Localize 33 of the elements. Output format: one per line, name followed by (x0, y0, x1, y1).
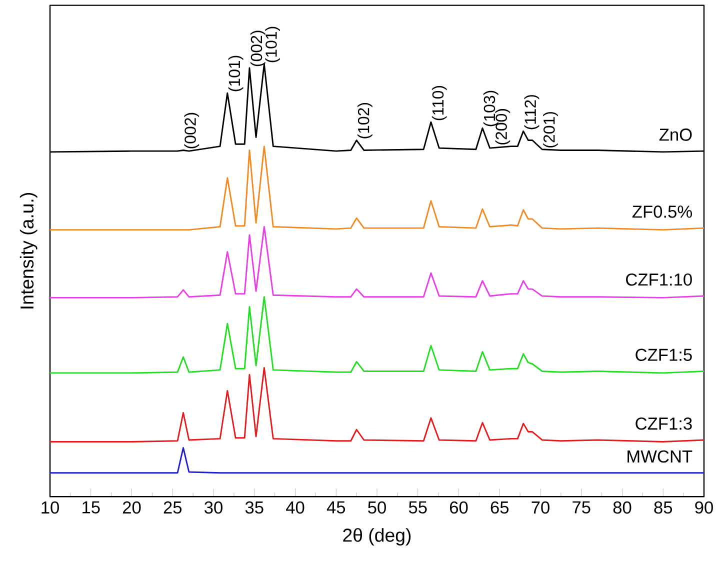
series-label: CZF1:5 (636, 348, 692, 361)
x-tick-label: 50 (368, 501, 386, 514)
x-tick-label: 55 (408, 501, 427, 514)
x-axis-title: 2θ (deg) (343, 528, 411, 546)
y-axis-title: Intensity (a.u.) (20, 193, 38, 308)
x-tick-label: 45 (326, 501, 346, 514)
x-tick-label: 35 (245, 501, 264, 514)
x-tick-label: 60 (450, 501, 468, 514)
annotation: (102) (358, 102, 372, 138)
annotation: (002) (184, 112, 200, 148)
x-tick-label: 65 (490, 501, 509, 514)
x-tick-label: 30 (204, 501, 222, 514)
x-tick-label: 80 (613, 501, 632, 514)
x-tick-label: 85 (654, 501, 672, 514)
x-tick-label: 15 (82, 501, 100, 514)
x-tick-label: 90 (695, 501, 713, 514)
annotation: (112) (524, 95, 540, 130)
x-tick-label: 70 (532, 501, 550, 514)
annotation: (101) (265, 26, 280, 62)
series-label: CZF1:3 (636, 417, 692, 430)
x-tick-label: 25 (164, 501, 182, 514)
x-tick-label: 75 (572, 501, 590, 514)
x-tick-label: 20 (122, 501, 141, 514)
x-tick-label: 40 (286, 501, 304, 514)
series-label: CZF1:10 (626, 273, 692, 286)
annotation: (110) (432, 86, 447, 120)
series-label: MWCNT (628, 450, 692, 463)
series-label: ZnO (659, 128, 692, 141)
annotation: (201) (543, 112, 558, 148)
x-tick-label: 10 (42, 501, 59, 514)
annotation: (101) (228, 56, 244, 92)
series-label: ZF0.5% (632, 206, 692, 218)
annotation: (002) (250, 30, 266, 66)
